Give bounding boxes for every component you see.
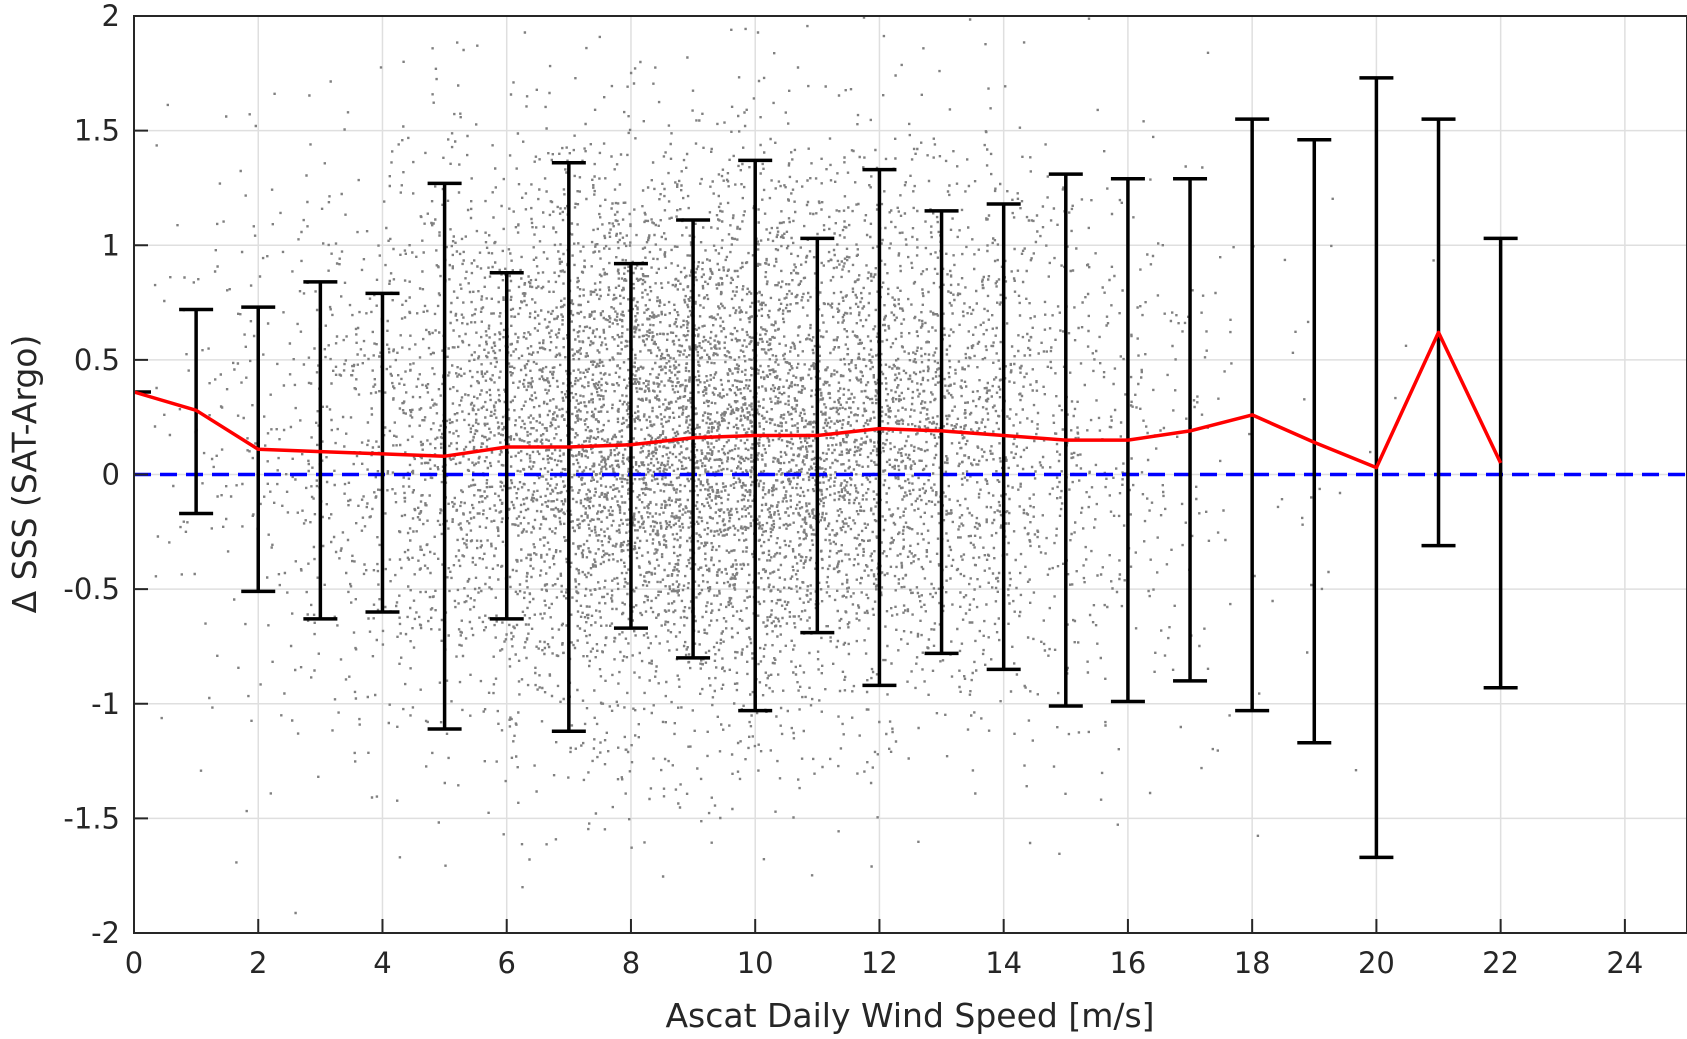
y-axis-ticks: -2 -1.5 -1 -0.5 0 0.5 1 1.5 2 xyxy=(63,0,148,950)
x-axis-ticks: 0 2 4 6 8 10 12 14 16 18 20 22 24 xyxy=(125,919,1643,980)
y-tick-label: 0 xyxy=(102,458,120,492)
x-tick-label: 20 xyxy=(1358,946,1395,980)
scatter-point-cloud xyxy=(153,16,1435,915)
x-tick-label: 8 xyxy=(622,946,640,980)
x-tick-label: 10 xyxy=(737,946,774,980)
y-tick-label: -1 xyxy=(91,687,120,721)
x-axis-label: Ascat Daily Wind Speed [m/s] xyxy=(665,996,1154,1035)
y-tick-label: 0.5 xyxy=(74,343,120,377)
y-tick-label: 2 xyxy=(102,0,120,33)
x-tick-label: 24 xyxy=(1606,946,1643,980)
y-tick-label: 1 xyxy=(102,228,120,262)
x-tick-label: 4 xyxy=(373,946,391,980)
mean-line xyxy=(133,330,1503,470)
x-tick-label: 18 xyxy=(1234,946,1271,980)
y-tick-label: -0.5 xyxy=(63,572,120,606)
x-tick-label: 22 xyxy=(1482,946,1519,980)
y-axis-label: Δ SSS (SAT-Argo) xyxy=(5,335,44,614)
y-tick-label: 1.5 xyxy=(74,114,120,148)
x-tick-label: 16 xyxy=(1109,946,1146,980)
x-tick-label: 6 xyxy=(497,946,515,980)
y-tick-label: -2 xyxy=(91,916,120,950)
x-tick-label: 2 xyxy=(249,946,267,980)
x-tick-label: 0 xyxy=(125,946,143,980)
x-tick-label: 12 xyxy=(861,946,898,980)
x-tick-label: 14 xyxy=(985,946,1022,980)
y-tick-label: -1.5 xyxy=(63,801,120,835)
scatter-points xyxy=(153,16,1435,915)
